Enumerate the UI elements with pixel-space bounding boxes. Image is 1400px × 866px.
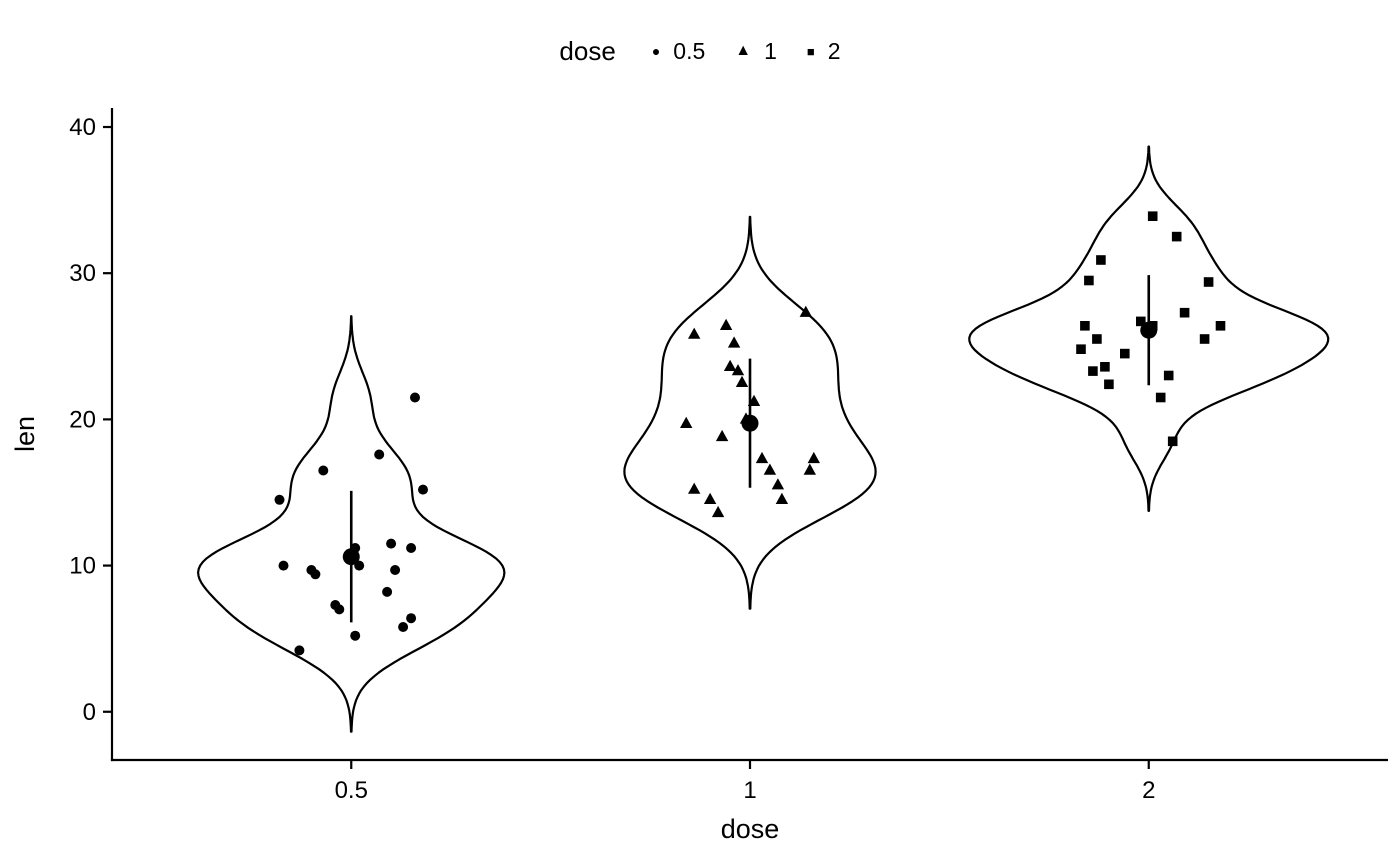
point-triangle	[703, 492, 717, 504]
point-square	[1136, 316, 1146, 327]
legend-entry-2: ■ 2	[806, 37, 841, 64]
jitter-points-dose-1	[680, 305, 820, 518]
x-tick-label: 0.5	[335, 777, 368, 804]
point-circle	[294, 645, 305, 656]
tick-marks	[103, 125, 1150, 769]
point-circle	[390, 565, 401, 575]
y-tick-label: 30	[69, 260, 96, 287]
point-circle	[386, 538, 397, 549]
point-circle	[398, 622, 409, 632]
point-square	[1100, 362, 1110, 372]
point-circle	[334, 604, 345, 615]
point-circle	[318, 465, 329, 476]
jitter-points-dose-2	[1076, 211, 1226, 447]
point-circle	[278, 560, 289, 571]
point-triangle	[799, 305, 812, 317]
point-triangle	[680, 416, 693, 428]
x-axis-title: dose	[721, 814, 780, 844]
y-tick-label: 20	[69, 406, 96, 433]
point-square	[1179, 307, 1190, 318]
point-circle	[310, 569, 321, 580]
legend: dose ● 0.5 ▲ 1 ■ 2	[0, 38, 1400, 64]
legend-entry-label: 1	[764, 37, 777, 64]
point-triangle	[735, 375, 749, 387]
point-triangle	[755, 451, 769, 464]
mean-point-dose-1	[741, 414, 759, 432]
x-tick-label: 1	[743, 777, 756, 804]
point-square	[1076, 344, 1086, 354]
point-triangle	[723, 359, 737, 371]
point-square	[1171, 231, 1182, 242]
point-circle	[350, 630, 361, 641]
point-square	[1080, 321, 1090, 331]
point-triangle	[719, 318, 733, 330]
point-square	[1215, 321, 1226, 331]
point-square	[1088, 366, 1098, 376]
point-square	[1120, 348, 1130, 359]
square-marker-icon: ■	[806, 43, 815, 59]
point-circle	[274, 494, 285, 505]
y-tick-label: 10	[69, 553, 96, 580]
mean-point-dose-0.5	[342, 548, 360, 566]
legend-entry-1: ▲ 1	[735, 37, 777, 64]
point-square	[1084, 275, 1094, 286]
point-square	[1155, 392, 1166, 403]
point-triangle	[715, 429, 729, 442]
point-triangle	[711, 505, 725, 518]
tick-labels: 0 10 20 30 40 0.5 1 2	[69, 114, 1155, 804]
point-square	[1203, 277, 1214, 287]
point-square	[1163, 370, 1174, 381]
legend-entry-label: 0.5	[673, 37, 706, 64]
point-triangle	[727, 336, 741, 348]
point-triangle	[731, 364, 745, 376]
point-triangle	[807, 451, 820, 464]
triangle-marker-icon: ▲	[735, 42, 752, 59]
point-triangle	[763, 463, 777, 475]
point-circle	[382, 586, 393, 597]
point-triangle	[771, 478, 785, 490]
jitter-points-dose-0.5	[274, 392, 428, 656]
circle-marker-icon: ●	[651, 43, 661, 59]
y-tick-label: 0	[83, 699, 96, 726]
point-circle	[374, 449, 385, 460]
point-circle	[418, 484, 428, 495]
point-square	[1096, 255, 1106, 265]
point-circle	[406, 613, 417, 624]
point-circle	[410, 392, 420, 403]
point-triangle	[688, 327, 701, 339]
point-triangle	[688, 482, 701, 494]
point-square	[1104, 379, 1114, 390]
point-square	[1199, 334, 1210, 344]
point-triangle	[803, 463, 816, 475]
point-square	[1167, 436, 1178, 447]
mean-point-dose-2	[1140, 321, 1158, 339]
y-axis-title: len	[10, 416, 40, 452]
x-tick-label: 2	[1142, 777, 1155, 804]
point-triangle	[775, 492, 789, 504]
point-square	[1092, 334, 1102, 344]
y-tick-label: 40	[69, 114, 96, 141]
point-circle	[406, 543, 417, 553]
legend-entry-label: 2	[827, 37, 841, 64]
legend-title: dose	[559, 36, 616, 66]
point-square	[1147, 211, 1158, 221]
legend-entry-0.5: ● 0.5	[651, 37, 706, 64]
